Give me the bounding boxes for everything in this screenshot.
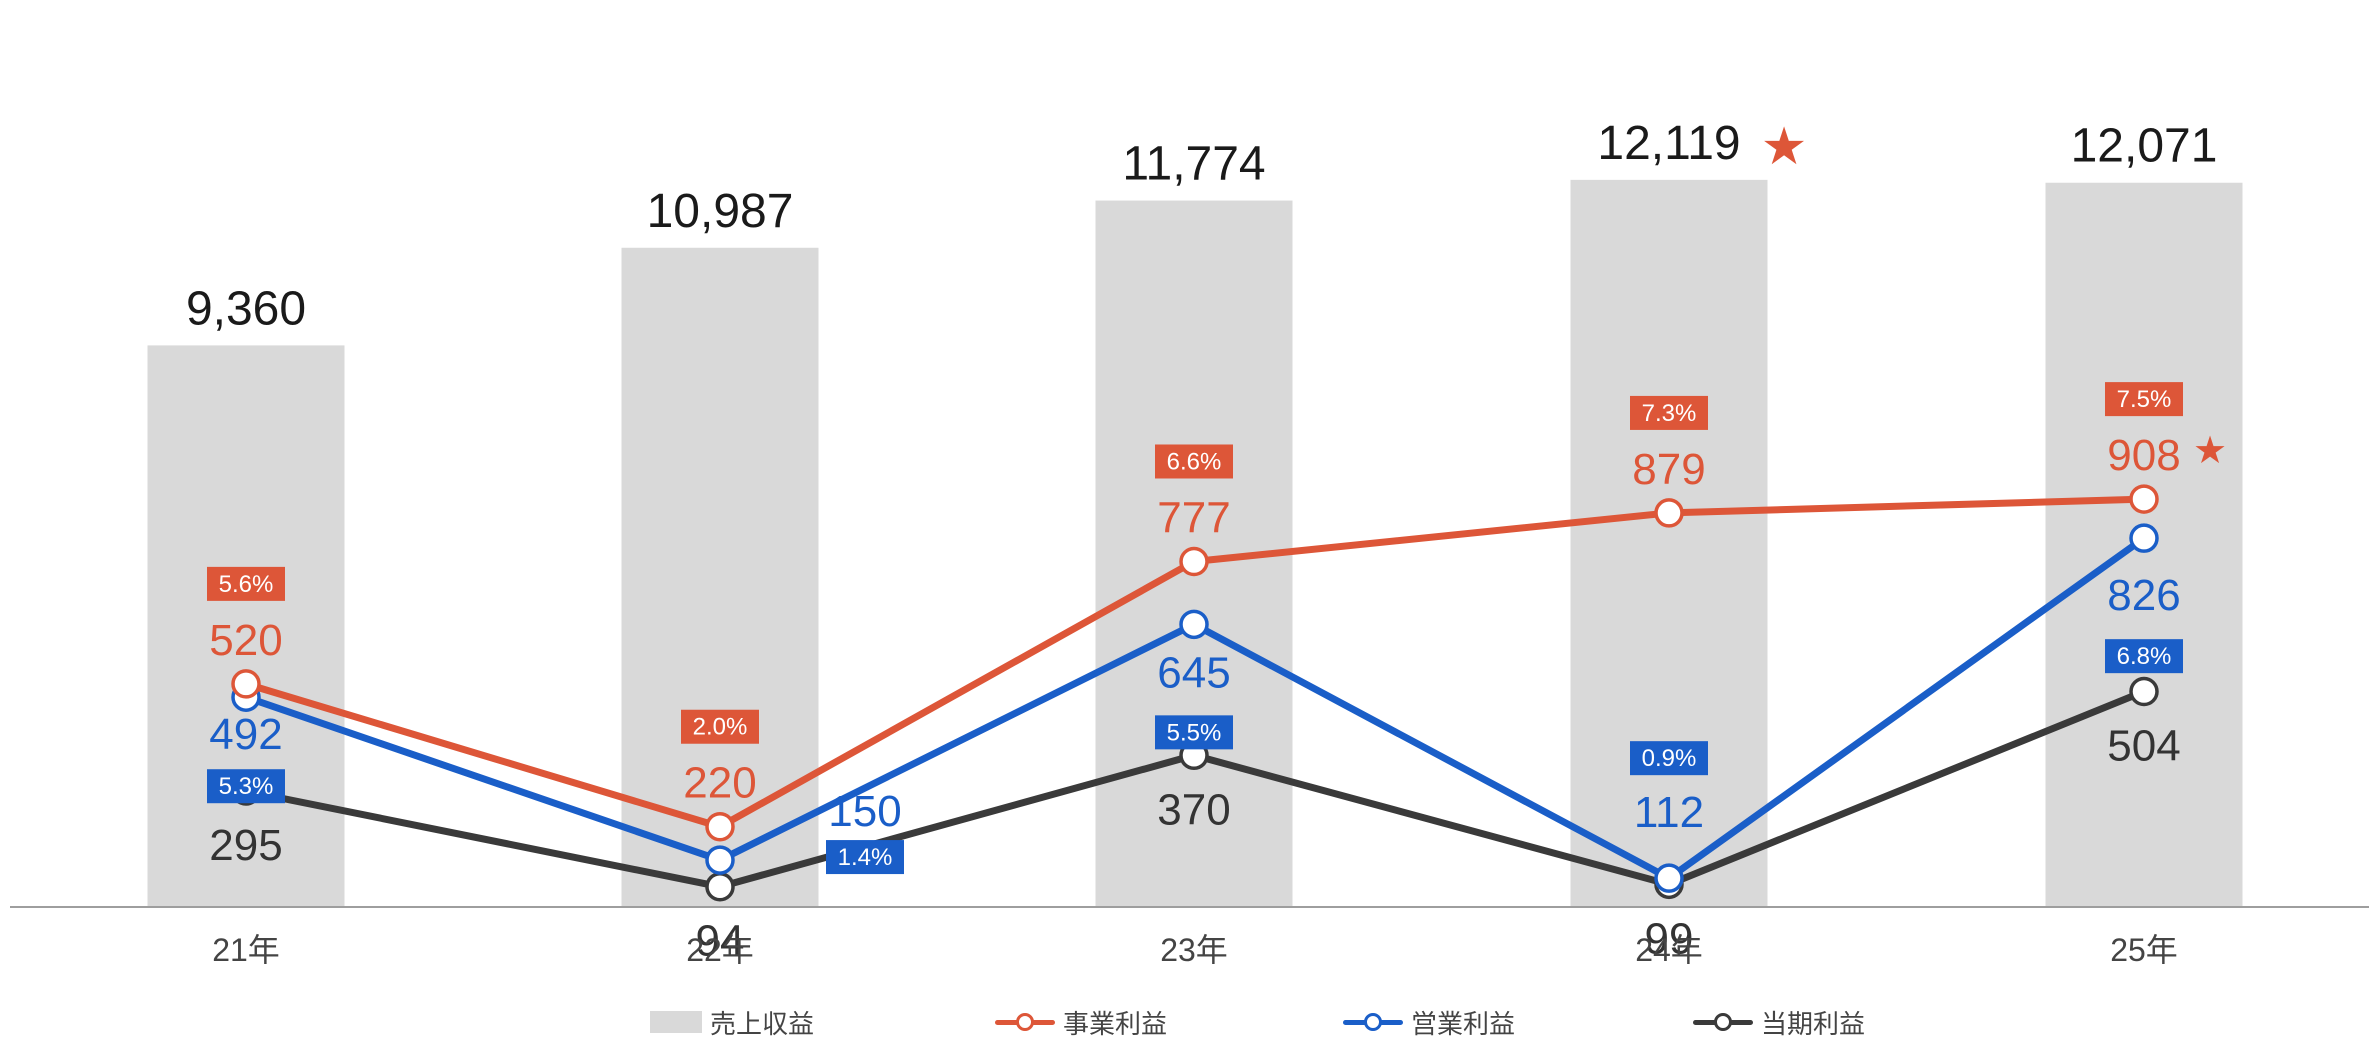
business-point-4 [2129,484,2159,514]
revenue-label-0: 9,360 [186,282,306,335]
legend-item-operating: 営業利益 [1343,1004,1515,1040]
operating-point-3 [1654,863,1684,893]
operating-margin-1: 1.4% [838,844,893,871]
legend-swatch-operating [1343,1011,1403,1033]
business-margin-1-bg [681,709,759,744]
legend-swatch-revenue [650,1011,702,1033]
operating-margin-2: 5.5% [1167,719,1222,746]
revenue-star-icon: ★ [1761,118,1808,176]
business-star-icon: ★ [2193,430,2227,472]
legend-label-operating: 営業利益 [1411,1008,1516,1039]
legend-label-business: 事業利益 [1063,1008,1168,1039]
business-value-3: 879 [1632,445,1705,494]
x-tick-0: 21年 [212,932,280,968]
operating-margin-0: 5.3% [219,773,274,800]
business-margin-1: 2.0% [693,714,748,741]
net-value-0: 295 [209,821,282,870]
revenue-bar-3 [1570,179,1768,908]
legend-label-net: 当期利益 [1761,1008,1866,1039]
operating-margin-3: 0.9% [1642,745,1697,772]
legend-item-revenue: 売上収益 [650,1004,814,1040]
revenue-label-4: 12,071 [2071,120,2218,173]
operating-margin-3-bg [1630,741,1708,776]
operating-value-1: 150 [828,787,901,836]
legend-item-business: 事業利益 [995,1004,1167,1040]
business-margin-3-bg [1630,395,1708,430]
business-margin-4-bg [2105,382,2183,417]
revenue-label-2: 11,774 [1122,138,1265,191]
x-tick-1: 22年 [686,932,754,968]
legend: 売上収益 事業利益 営業利益 当期利益 [0,1004,2369,1040]
business-margin-2: 6.6% [1167,448,1222,475]
profit-lines [231,484,2159,902]
business-value-0: 520 [209,616,282,665]
operating-value-0: 492 [209,710,282,759]
revenue-label-3: 12,119 [1597,117,1740,170]
net-point-1 [705,871,735,902]
operating-margin-1-bg [826,840,904,875]
revenue-bar-0 [147,345,345,907]
data-labels: 9,360 10,987 11,774 12,119 ★ 12,071 520 5.6% 220… [186,117,2227,966]
business-value-1: 220 [683,759,756,808]
business-point-1 [705,811,735,842]
business-point-0 [231,669,261,699]
operating-value-3: 112 [1634,788,1704,837]
revenue-label-1: 10,987 [647,185,794,238]
business-margin-4: 7.5% [2117,386,2172,413]
business-margin-0-bg [207,566,285,601]
business-margin-2-bg [1155,444,1233,479]
legend-label-revenue: 売上収益 [710,1008,815,1039]
operating-point-4 [2129,523,2159,553]
operating-point-2 [1179,609,1209,640]
operating-margin-0-bg [207,769,285,804]
net-value-4: 504 [2107,721,2180,770]
net-point-4 [2129,676,2159,707]
operating-value-4: 826 [2107,571,2180,620]
business-point-2 [1179,546,1209,577]
business-value-4: 908 [2107,431,2180,480]
operating-margin-4-bg [2105,639,2183,674]
x-tick-2: 23年 [1160,932,1228,968]
business-value-2: 777 [1157,493,1230,542]
operating-point-1 [705,845,735,875]
legend-item-net: 当期利益 [1693,1004,1865,1040]
net-value-1: 94 [696,917,745,966]
x-tick-4: 25年 [2110,932,2178,968]
legend-swatch-business [995,1011,1055,1033]
x-axis-ticks: 21年 22年 23年 24年 25年 [212,932,2178,968]
legend-swatch-net [1693,1011,1753,1033]
net-value-3: 99 [1645,914,1694,963]
chart-canvas: 9,360 10,987 11,774 12,119 ★ 12,071 520 5.6% 220… [10,117,2369,968]
business-point-3 [1654,498,1684,528]
operating-margin-4: 6.8% [2117,643,2172,670]
operating-value-2: 645 [1157,648,1230,697]
revenue-bar-1 [621,247,819,907]
x-tick-3: 24年 [1635,932,1703,968]
operating-margin-2-bg [1155,715,1233,750]
business-margin-0: 5.6% [219,571,274,598]
business-margin-3: 7.3% [1642,400,1697,427]
net-value-2: 370 [1157,785,1230,834]
